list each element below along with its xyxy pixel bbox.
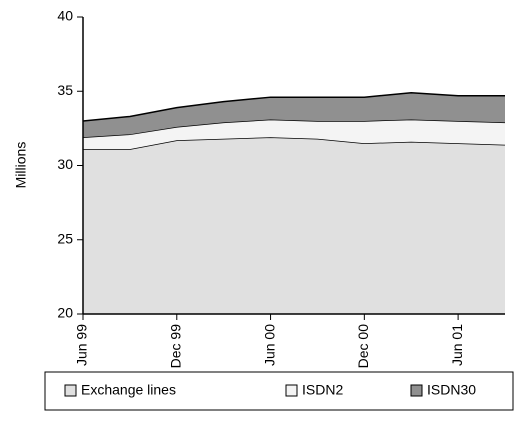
area xyxy=(83,92,505,138)
y-tick-label: 35 xyxy=(57,82,73,98)
area xyxy=(83,119,505,150)
x-tick-label: Jun 00 xyxy=(261,324,277,366)
y-tick-label: 30 xyxy=(57,156,73,172)
x-tick-label: Jun 99 xyxy=(74,324,90,366)
area-outline xyxy=(82,91,505,122)
legend-label: ISDN30 xyxy=(427,382,476,398)
legend-swatch xyxy=(410,384,423,397)
x-tick-label: Jun 01 xyxy=(449,324,465,366)
y-axis-label: Millions xyxy=(13,142,29,189)
x-tick-label: Dec 00 xyxy=(355,324,371,369)
legend-swatch xyxy=(64,384,77,397)
y-tick-label: 40 xyxy=(57,8,73,24)
legend-label: ISDN2 xyxy=(302,382,343,398)
area xyxy=(83,137,505,314)
y-tick-label: 20 xyxy=(57,305,73,321)
y-tick-label: 25 xyxy=(57,230,73,246)
x-tick-label: Dec 99 xyxy=(167,324,183,369)
legend-swatch xyxy=(285,384,298,397)
legend-label: Exchange lines xyxy=(81,382,176,398)
legend-box xyxy=(44,371,514,411)
